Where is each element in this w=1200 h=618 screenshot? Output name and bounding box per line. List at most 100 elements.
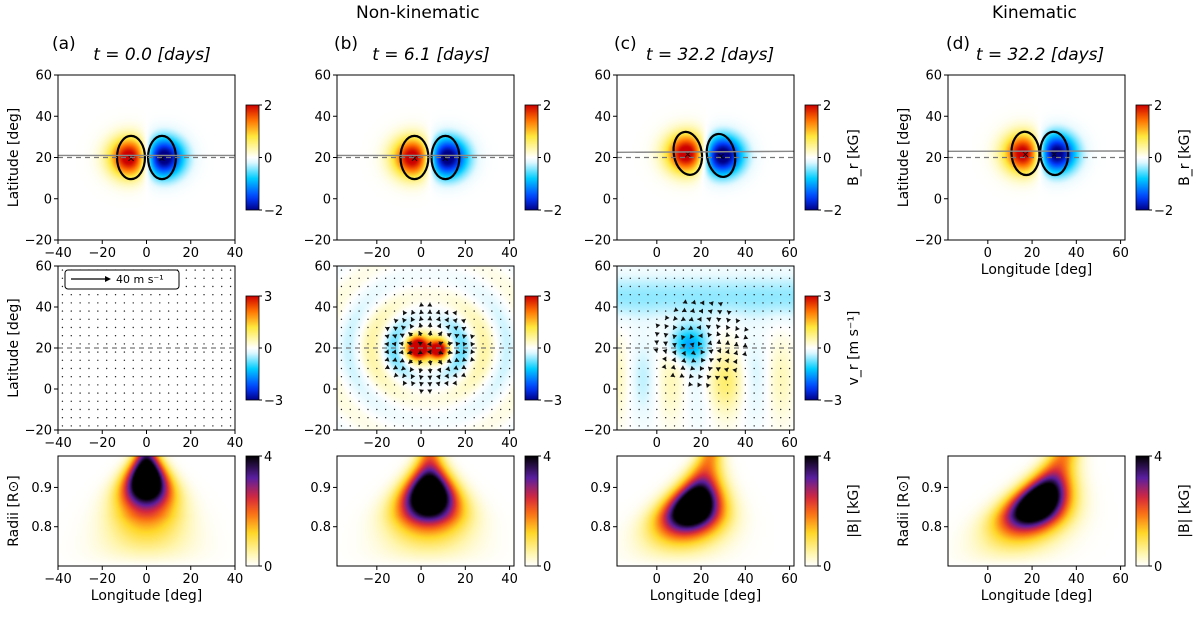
flow-vector [629,351,631,353]
flow-vector [402,400,405,402]
flow-vector [132,351,134,353]
flow-vector [194,310,196,312]
flow-vector [411,400,413,402]
flow-vector-head [401,325,407,331]
flow-vector [482,359,484,361]
flow-vector-head [455,341,460,347]
x-tick-label: 20 [693,436,710,451]
flow-vector [508,376,511,378]
flow-vector [150,359,152,361]
flow-vector [150,302,152,304]
colorbar-tick-label: 0 [823,342,831,357]
flow-vector-head [470,356,475,362]
flow-vector [473,392,475,394]
flow-vector [420,408,422,411]
flow-vector [629,277,631,279]
flow-vector-head [385,326,390,332]
x-tick-label: 0 [417,572,425,587]
flow-vector [753,294,755,296]
flow-vector [620,302,623,304]
heatmap-c-top [617,75,794,240]
flow-vector [229,408,232,411]
flow-vector-head [700,300,705,306]
flow-vector [682,425,685,427]
flow-vector [664,302,667,304]
y-tick-label: 0.8 [31,520,52,535]
flow-vector-head [452,318,458,324]
flow-vector [221,400,223,402]
flow-vector [159,400,161,402]
colorbar-label: v_r [m s⁻¹] [846,311,862,386]
flow-vector [203,367,205,370]
flow-vector [97,302,99,304]
flow-vector [150,392,152,394]
flow-vector-head [448,349,453,355]
flow-vector [762,269,764,271]
flow-vector [473,310,475,312]
flow-vector [780,294,782,296]
flow-vector [753,277,755,279]
flow-vector [114,302,117,304]
flow-vector [194,335,196,337]
y-tick-label: 40 [925,110,942,125]
flow-vector [79,384,81,386]
flow-vector-head [698,333,703,339]
flow-vector-head [435,316,441,322]
x-tick-label: 20 [182,572,199,587]
flow-vector [194,318,196,320]
flow-vector [420,294,422,296]
flow-vector [367,326,369,329]
flow-vector [753,400,755,402]
flow-vector [114,310,117,312]
x-tick-label: 0 [653,246,661,261]
flow-vector-head [718,301,723,307]
flow-vector [132,294,134,296]
flow-vector [221,343,223,345]
flow-vector [176,294,179,296]
flow-vector [709,417,711,419]
x-tick-label: 20 [693,572,710,587]
flow-vector [340,294,343,296]
flow-vector [691,277,693,279]
flow-vector [114,335,117,337]
flow-vector [88,326,90,329]
flow-vector [438,408,440,411]
flow-vector [446,302,449,304]
flow-vector [150,310,152,312]
flow-vector-head [444,373,449,379]
flow-vector [771,384,773,386]
flow-vector-head [408,332,414,337]
flow-vector [726,285,729,288]
flow-vector-head [742,343,748,348]
flow-vector [88,359,90,361]
flow-vector [788,294,791,296]
flow-vector [384,310,387,312]
colorbar-tick-label: 0 [264,342,272,357]
flow-vector-head [680,365,686,370]
flow-vector [393,277,396,279]
flow-vector [97,376,99,378]
flow-vector [132,302,134,304]
flow-vector [212,343,214,345]
flow-vector [664,417,667,419]
flow-vector-head [407,341,412,346]
flow-vector [358,408,360,411]
colorbar [804,104,819,211]
flow-vector [647,277,649,279]
flow-vector [349,310,351,312]
flow-vector [508,302,511,304]
flow-vector [97,326,99,329]
flow-vector [340,367,343,370]
column-title-d: t = 32.2 [days] [976,45,1104,65]
flow-vector [185,384,188,386]
flow-vector [203,318,205,320]
flow-vector-head [716,339,722,344]
flow-vector [762,335,764,337]
flow-vector [482,384,484,386]
x-tick-label: 60 [1112,572,1129,587]
flow-vector [70,302,72,304]
flow-vector [340,277,343,279]
flow-vector [508,400,511,402]
flow-vector [229,343,232,345]
